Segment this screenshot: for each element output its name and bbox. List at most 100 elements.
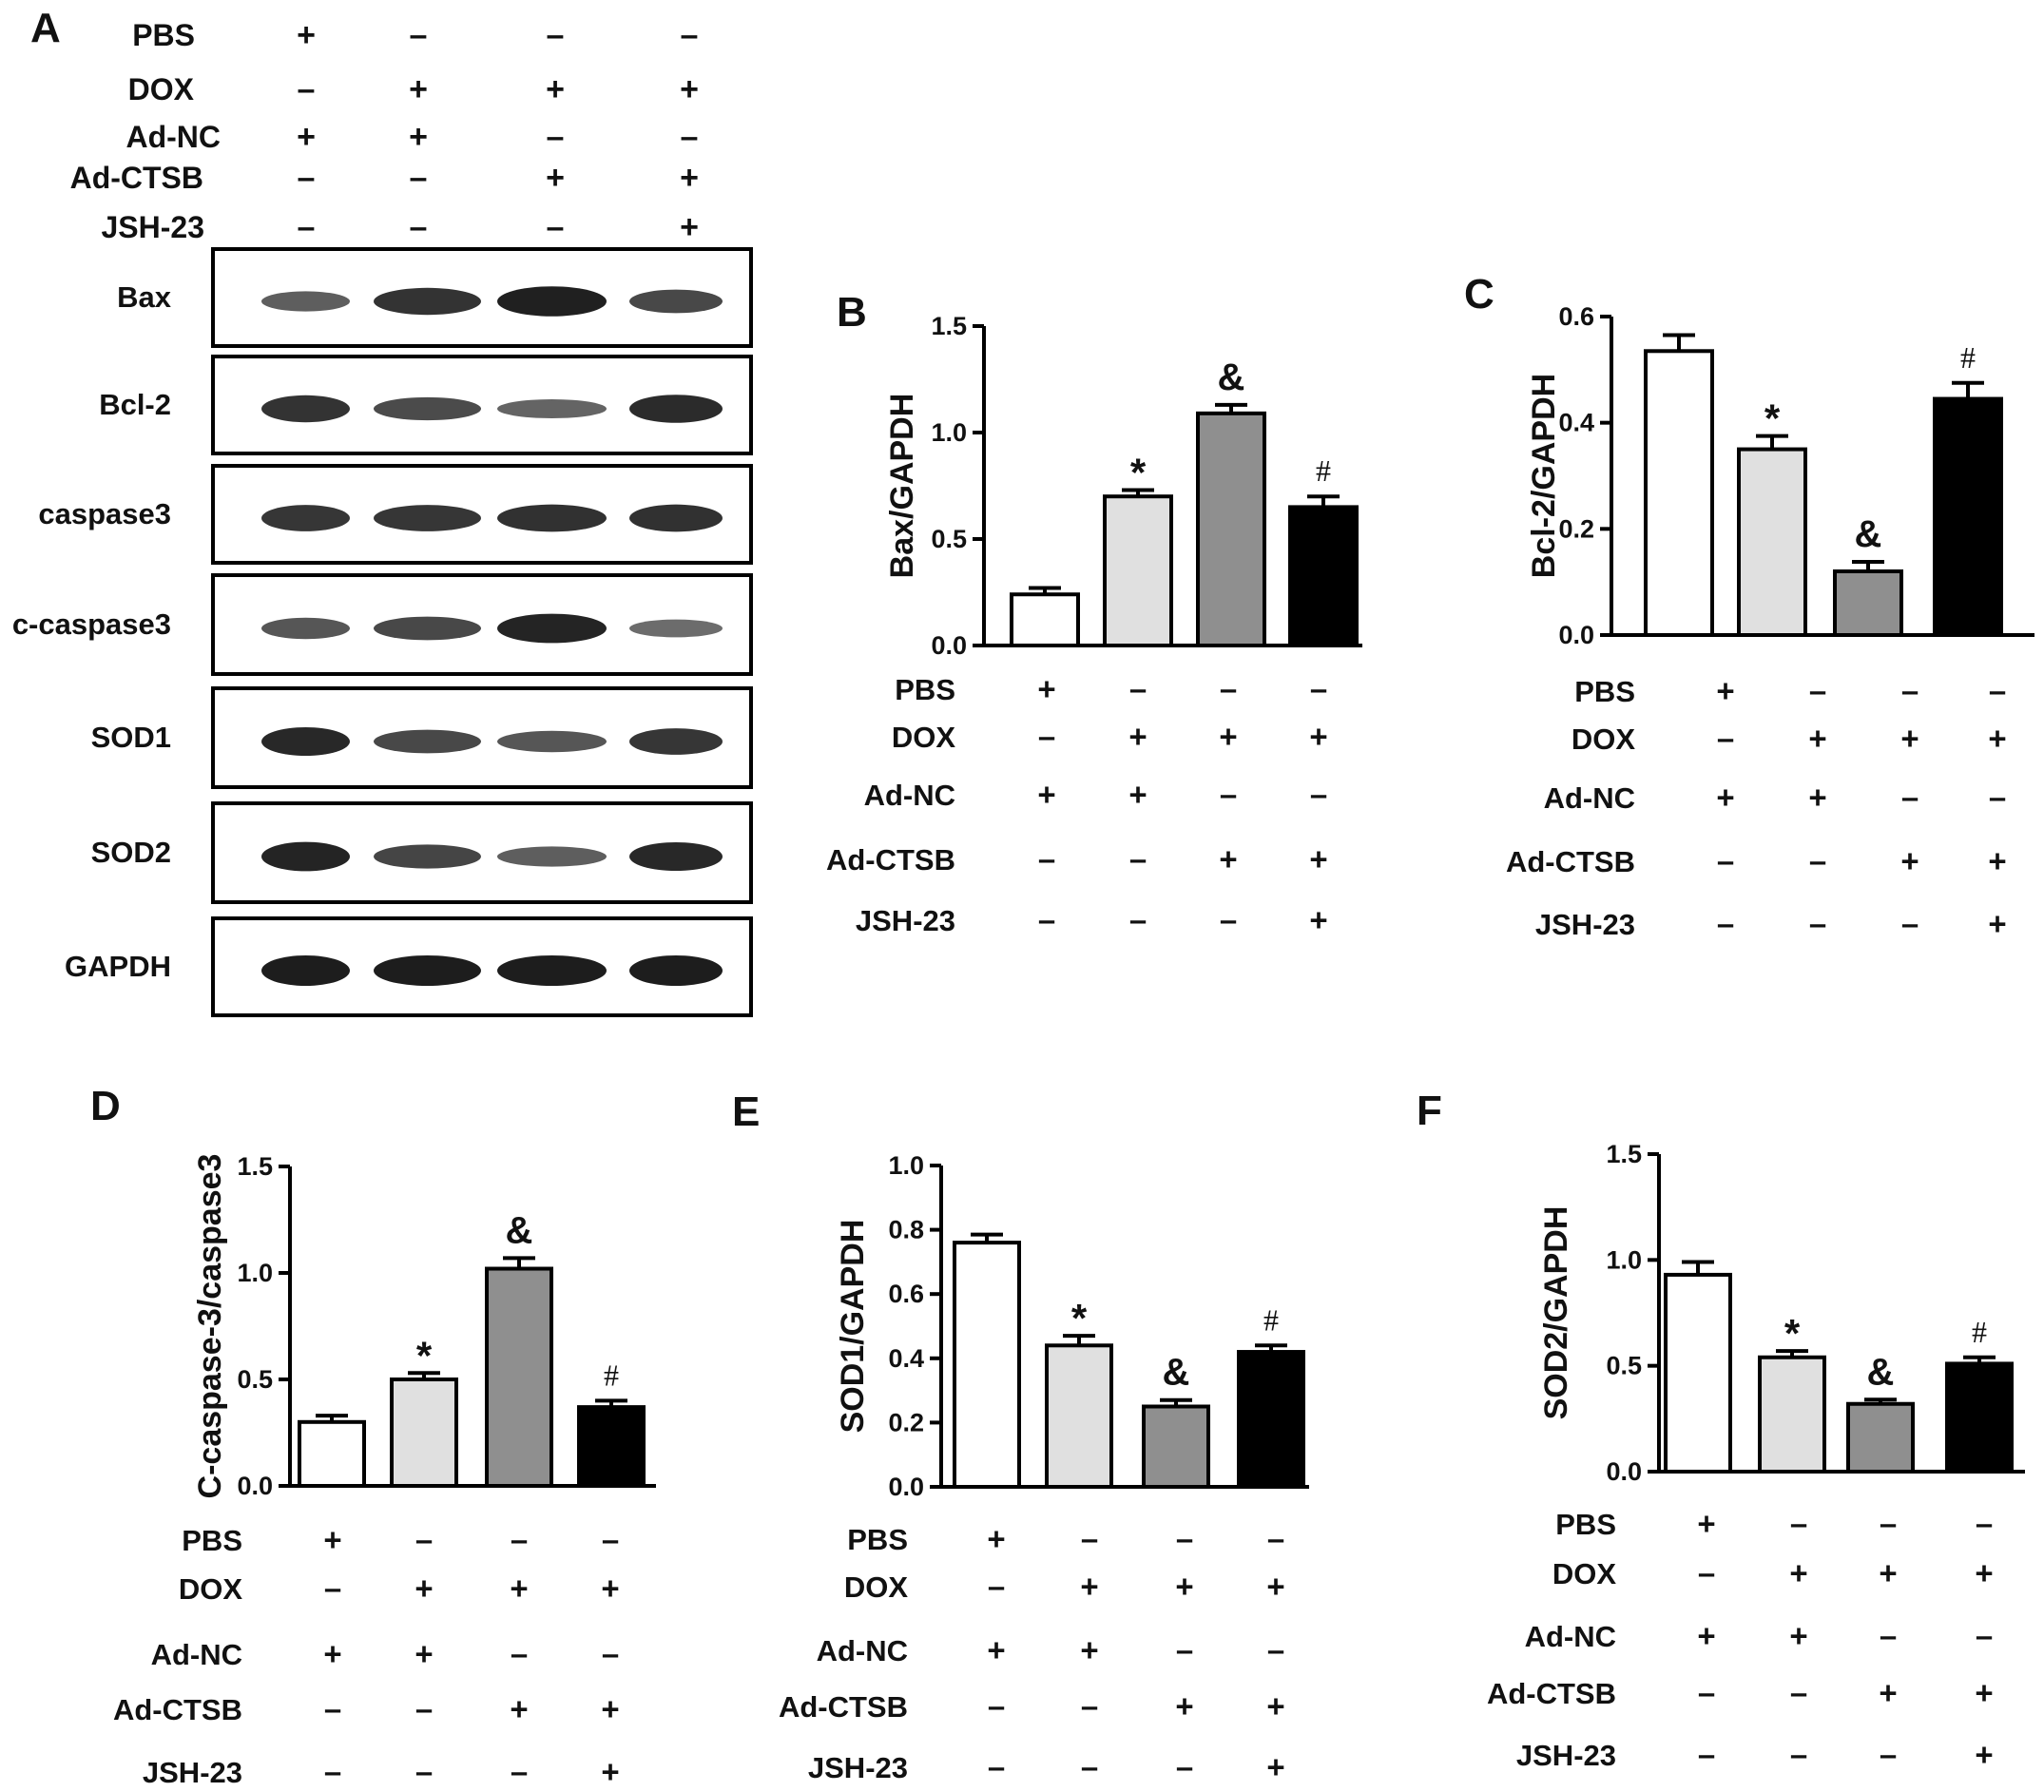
condition-label: PBS: [182, 1524, 242, 1557]
blot-band: [374, 955, 481, 986]
condition-label: PBS: [895, 673, 955, 706]
blot-band: [374, 616, 481, 641]
condition-sign: +: [601, 1691, 619, 1726]
condition-label: DOX: [179, 1572, 243, 1606]
blot-band: [497, 730, 607, 753]
y-tick-label: 0.5: [1606, 1352, 1642, 1380]
condition-label: Ad-NC: [1525, 1620, 1616, 1653]
blot-band: [629, 728, 723, 755]
blot-condition-sign: –: [298, 71, 316, 107]
condition-label: Ad-NC: [864, 779, 955, 812]
blot-condition-label: DOX: [128, 72, 195, 106]
condition-sign: –: [415, 1691, 433, 1726]
blot-row-label: c-caspase3: [12, 607, 171, 641]
blot-condition-sign: +: [297, 119, 316, 155]
y-axis-label: C-caspase-3/caspase3: [192, 1154, 228, 1499]
blot-band: [497, 504, 607, 532]
y-tick-label: 1.5: [237, 1152, 273, 1181]
condition-sign: –: [1989, 780, 2006, 815]
y-axis-label: Bax/GAPDH: [884, 394, 920, 579]
y-tick-label: 1.5: [1606, 1140, 1642, 1168]
condition-label: DOX: [1552, 1557, 1617, 1590]
blot-condition-sign: +: [680, 209, 699, 245]
significance-mark: &: [1867, 1351, 1895, 1393]
condition-sign: –: [1698, 1737, 1715, 1772]
condition-sign: +: [1789, 1618, 1807, 1653]
blot-band: [629, 504, 723, 532]
significance-mark: #: [1960, 340, 1976, 375]
condition-sign: +: [1900, 843, 1919, 878]
condition-sign: –: [1176, 1632, 1193, 1667]
chart-panel-b: B 0.0 0.5 1.0 1.5 Bax/GAPDH * & # PBS + – – – DOX – + + + A…: [826, 289, 1362, 937]
condition-sign: –: [1790, 1675, 1807, 1710]
condition-sign: –: [511, 1522, 528, 1557]
condition-sign: +: [987, 1521, 1005, 1556]
condition-sign: +: [1697, 1506, 1715, 1541]
condition-sign: –: [1880, 1618, 1897, 1653]
blot-condition-sign: –: [681, 119, 699, 155]
condition-sign: –: [1901, 673, 1919, 708]
condition-sign: –: [324, 1691, 341, 1726]
condition-sign: +: [1716, 780, 1734, 815]
bar: [1846, 1401, 1915, 1474]
significance-mark: *: [1071, 1296, 1088, 1340]
condition-sign: –: [1081, 1749, 1098, 1784]
chart-panel-e: E 0.0 0.2 0.4 0.6 0.8 1.0 SOD1/GAPDH * & # PBS + – – – D…: [732, 1089, 1309, 1784]
condition-sign: –: [415, 1754, 433, 1789]
condition-sign: +: [1697, 1618, 1715, 1653]
condition-sign: +: [415, 1636, 433, 1671]
condition-sign: +: [601, 1570, 619, 1606]
blot-band: [629, 289, 723, 314]
condition-sign: +: [1037, 671, 1055, 706]
condition-label: JSH-23: [1535, 908, 1635, 941]
condition-sign: –: [602, 1636, 619, 1671]
condition-label: Ad-CTSB: [1487, 1677, 1616, 1710]
bar: [1196, 411, 1266, 647]
condition-sign: +: [1080, 1569, 1098, 1604]
condition-sign: –: [1717, 843, 1734, 878]
bar: [298, 1419, 366, 1489]
y-tick-label: 0.2: [1558, 514, 1594, 543]
condition-sign: –: [1129, 671, 1147, 706]
y-tick-label: 0.4: [888, 1344, 924, 1373]
significance-mark: *: [1130, 450, 1147, 494]
condition-sign: +: [323, 1636, 341, 1671]
blot-band: [261, 841, 350, 872]
condition-label: JSH-23: [856, 904, 955, 937]
condition-label: PBS: [1555, 1508, 1616, 1541]
condition-sign: +: [601, 1754, 619, 1789]
condition-sign: +: [1988, 906, 2006, 941]
chart-panel-c: C 0.0 0.2 0.4 0.6 Bcl-2/GAPDH * & # PBS + – – – DOX – + +…: [1464, 271, 2034, 941]
condition-label: DOX: [892, 721, 956, 754]
blot-condition-label: JSH-23: [102, 210, 205, 244]
condition-label: DOX: [1572, 723, 1636, 756]
condition-sign: +: [1975, 1675, 1993, 1710]
blot-band: [497, 286, 607, 317]
condition-sign: –: [1698, 1555, 1715, 1590]
condition-sign: –: [1038, 719, 1055, 754]
condition-label: Ad-CTSB: [826, 843, 955, 877]
significance-mark: *: [1784, 1311, 1801, 1356]
condition-sign: –: [1880, 1506, 1897, 1541]
blot-condition-sign: +: [546, 71, 565, 107]
y-tick-label: 1.0: [1606, 1245, 1642, 1274]
blot-condition-sign: –: [298, 160, 316, 196]
blot-band: [261, 291, 350, 312]
y-tick-label: 1.5: [931, 312, 967, 340]
bar: [953, 1241, 1021, 1489]
condition-sign: –: [1310, 671, 1327, 706]
condition-sign: –: [1717, 906, 1734, 941]
condition-sign: +: [1080, 1632, 1098, 1667]
significance-mark: &: [1218, 356, 1245, 398]
condition-label: JSH-23: [1516, 1739, 1616, 1772]
blot-band: [629, 395, 723, 423]
condition-sign: –: [1129, 841, 1147, 877]
significance-mark: #: [604, 1358, 619, 1392]
blot-condition-sign: +: [680, 71, 699, 107]
blot-band: [497, 399, 607, 418]
blot-condition-sign: +: [409, 119, 428, 155]
blot-row-label: Bcl-2: [99, 388, 171, 421]
condition-label: Ad-NC: [1544, 781, 1635, 815]
condition-label: Ad-CTSB: [113, 1693, 242, 1726]
condition-sign: –: [1220, 777, 1237, 812]
